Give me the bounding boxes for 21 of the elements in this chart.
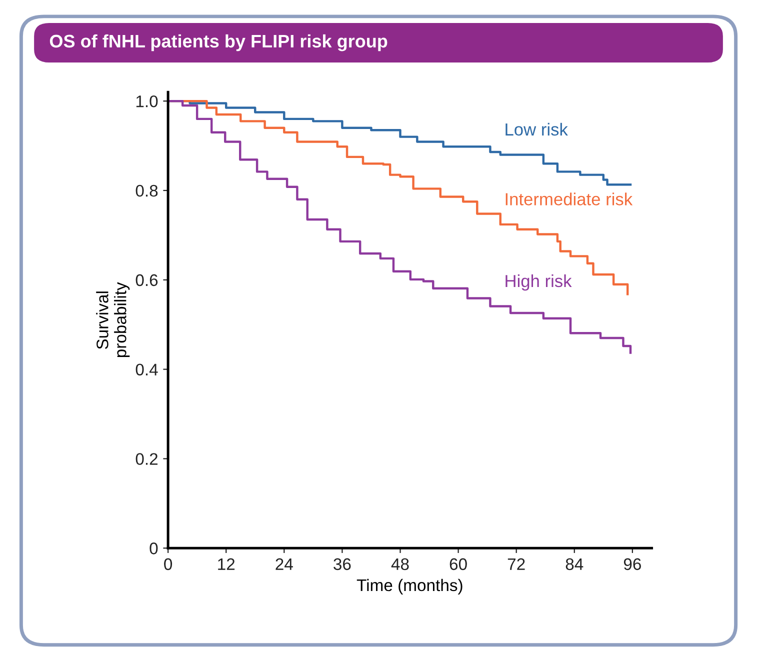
y-tick-label: 0.8	[136, 184, 158, 197]
y-tick-label: 0.6	[136, 274, 158, 286]
y-tick-label: 0.2	[136, 453, 158, 465]
chart-title: OS of fNHL patients by FLIPI risk group	[50, 34, 388, 52]
x-tick-label: 36	[334, 558, 351, 570]
y-axis-title: Survival probability	[96, 282, 130, 358]
series-label: High risk	[506, 274, 572, 291]
x-tick-label: 60	[450, 558, 467, 570]
x-tick-label: 12	[218, 558, 235, 570]
series-label: Intermediate risk	[506, 192, 633, 206]
x-axis-title: Time (months)	[356, 578, 462, 594]
y-tick-label: 1.0	[136, 95, 158, 108]
x-tick-label: 84	[566, 558, 584, 570]
x-tick-label: 0	[164, 558, 172, 570]
series-label: Low risk	[506, 122, 568, 136]
y-tick-label: 0.4	[136, 364, 158, 376]
x-tick-label: 24	[276, 558, 293, 570]
y-tick-label: 0	[150, 542, 158, 554]
x-tick-label: 96	[624, 558, 641, 570]
x-tick-label: 48	[391, 558, 409, 570]
x-tick-label: 72	[508, 558, 525, 570]
